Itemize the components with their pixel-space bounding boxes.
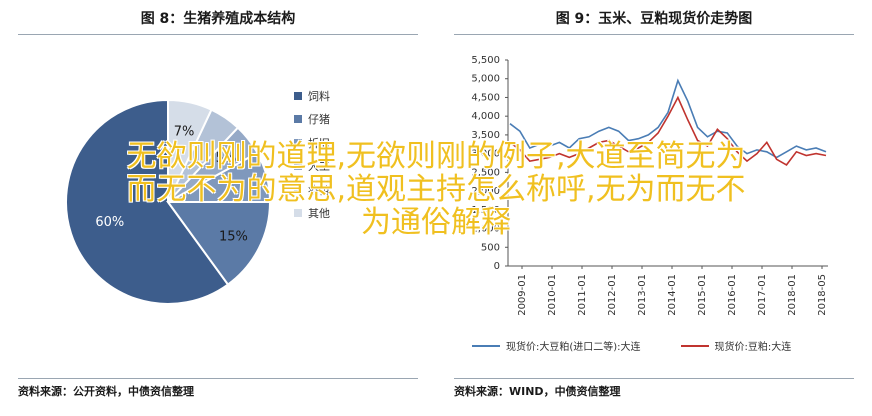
x-tick-label: 2009-01: [517, 274, 528, 316]
y-tick-label: 5,500: [471, 55, 500, 66]
x-tick-label: 2018-01: [787, 274, 798, 316]
source-rule: [18, 378, 418, 379]
x-tick-label: 2010-01: [547, 274, 558, 316]
line-chart: 0 500 1,000 1,500 2,000 2,500 3,000 3,500 4,000 4…: [471, 55, 828, 316]
line-legend: 现货价:大豆粕(进口二等):大连 现货价:豆粕:大连: [472, 338, 791, 353]
y-tick-label: 3,000: [471, 149, 500, 160]
pie-slice-label: 15%: [219, 229, 248, 244]
legend-label-corn: 现货价:大豆粕(进口二等):大连: [506, 342, 641, 353]
legend-line-blue: [472, 344, 500, 347]
pie-legend-item: 其他: [294, 202, 330, 226]
y-tick-label: 0: [494, 261, 500, 272]
legend-item-corn: 现货价:大豆粕(进口二等):大连: [472, 338, 641, 353]
legend-swatch: [294, 91, 302, 100]
pie-legend-label: 人工: [308, 160, 330, 174]
y-tick-label: 4,500: [471, 92, 500, 103]
y-tick-label: 5,000: [471, 74, 500, 85]
line-chart-title: 图 9：玉米、豆粕现货价走势图: [555, 11, 753, 27]
pie-legend-label: 饲料: [308, 89, 330, 103]
legend-line-red: [680, 344, 709, 347]
pie-source: 资料来源：公开资料，中债资信整理: [18, 385, 194, 398]
legend-item-soymeal: 现货价:豆粕:大连: [680, 338, 792, 353]
y-tick-label: 4,000: [471, 111, 500, 122]
x-tick-label: 2011-01: [577, 274, 588, 316]
y-tick-label: 500: [481, 242, 500, 253]
legend-swatch: [294, 162, 302, 171]
x-tick-label: 2015-01: [697, 274, 708, 316]
x-tick-label: 2017-01: [757, 274, 768, 316]
pie-legend-item: 仔猪: [294, 108, 330, 132]
right-panel: 图 9：玉米、豆粕现货价走势图 0 500 1,000 1,500 2,000 2,500…: [436, 0, 872, 416]
y-tick-label: 2,000: [471, 186, 500, 197]
legend-swatch: [294, 138, 302, 147]
pie-legend-item: 折旧: [294, 131, 330, 155]
pie-legend: 饲料仔猪折旧人工疫苗其他: [294, 84, 330, 225]
source-rule: [454, 378, 854, 379]
pie-slice-label: 60%: [95, 215, 124, 230]
pie-legend-item: 人工: [294, 155, 330, 179]
pie-slice: [167, 98, 213, 203]
pie-slice: [166, 201, 272, 286]
x-tick-label: 2018-05: [817, 274, 828, 316]
pie-legend-label: 折旧: [308, 136, 330, 150]
y-tick-label: 2,500: [471, 167, 500, 178]
pie-slice: [65, 98, 230, 305]
series-line-corn: [509, 78, 827, 159]
x-tick-label: 2012-01: [607, 274, 618, 316]
line-source: 资料来源：WIND，中债资信整理: [454, 385, 621, 398]
pie-legend-label: 其他: [308, 207, 330, 221]
pie-chart: 60% 15% 5% 7%: [65, 98, 272, 305]
legend-label-soymeal: 现货价:豆粕:大连: [714, 342, 792, 353]
x-tick-label: 2016-01: [727, 274, 738, 316]
series-line-soymeal: [509, 95, 827, 166]
x-tick-label: 2013-01: [637, 274, 648, 316]
pie-legend-label: 疫苗: [308, 183, 330, 197]
pie-slice-label: 7%: [174, 124, 195, 139]
pie-legend-label: 仔猪: [308, 113, 330, 127]
pie-slice-label: 5%: [216, 151, 237, 166]
title-rule: [454, 34, 854, 35]
pie-legend-item: 疫苗: [294, 178, 330, 202]
pie-chart-title: 图 8：生猪养殖成本结构: [140, 11, 296, 27]
x-tick-label: 2014-01: [667, 274, 678, 316]
legend-swatch: [294, 115, 302, 124]
pie-legend-item: 饲料: [294, 84, 330, 108]
y-tick-label: 1,000: [471, 224, 500, 235]
legend-swatch: [294, 185, 302, 194]
legend-swatch: [294, 209, 302, 218]
title-rule: [18, 34, 418, 35]
left-panel: 图 8：生猪养殖成本结构 60% 15% 5% 7% 饲料仔猪折旧人工疫苗其他 资料来…: [18, 11, 418, 398]
y-tick-label: 3,500: [471, 130, 500, 141]
y-tick-label: 1,500: [471, 205, 500, 216]
